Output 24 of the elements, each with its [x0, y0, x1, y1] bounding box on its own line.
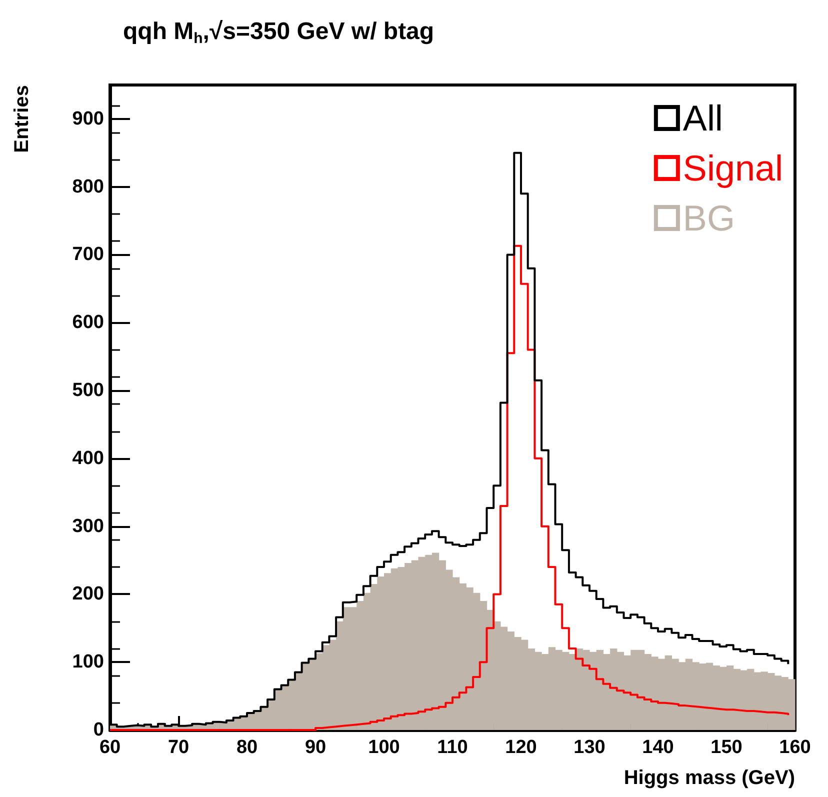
y-tick-label: 900: [72, 108, 104, 130]
x-tick-label: 130: [574, 737, 606, 758]
x-tick-label: 120: [505, 737, 537, 758]
legend-label: All: [682, 98, 723, 138]
y-tick-label: 200: [72, 584, 104, 605]
x-tick-label: 150: [710, 737, 742, 758]
y-tick-label: 400: [72, 448, 104, 469]
x-tick-label: 160: [779, 737, 811, 758]
x-tick-label: 140: [642, 737, 674, 758]
x-tick-label: 80: [236, 737, 258, 758]
y-tick-label: 700: [72, 244, 104, 266]
x-tick-label: 90: [304, 737, 326, 758]
legend-label: Signal: [682, 148, 784, 188]
x-axis-title: Higgs mass (GeV): [624, 767, 795, 789]
x-tick-label: 70: [168, 737, 190, 758]
y-tick-label: 800: [72, 176, 104, 198]
y-tick-label: 600: [72, 312, 104, 334]
y-tick-label: 300: [72, 516, 104, 537]
legend-label: BG: [682, 198, 735, 238]
y-tick-label: 500: [72, 380, 104, 402]
y-axis-title: Entries: [11, 85, 33, 153]
x-tick-label: 110: [437, 737, 468, 758]
x-tick-label: 100: [368, 737, 400, 758]
y-tick-label: 100: [72, 652, 104, 673]
